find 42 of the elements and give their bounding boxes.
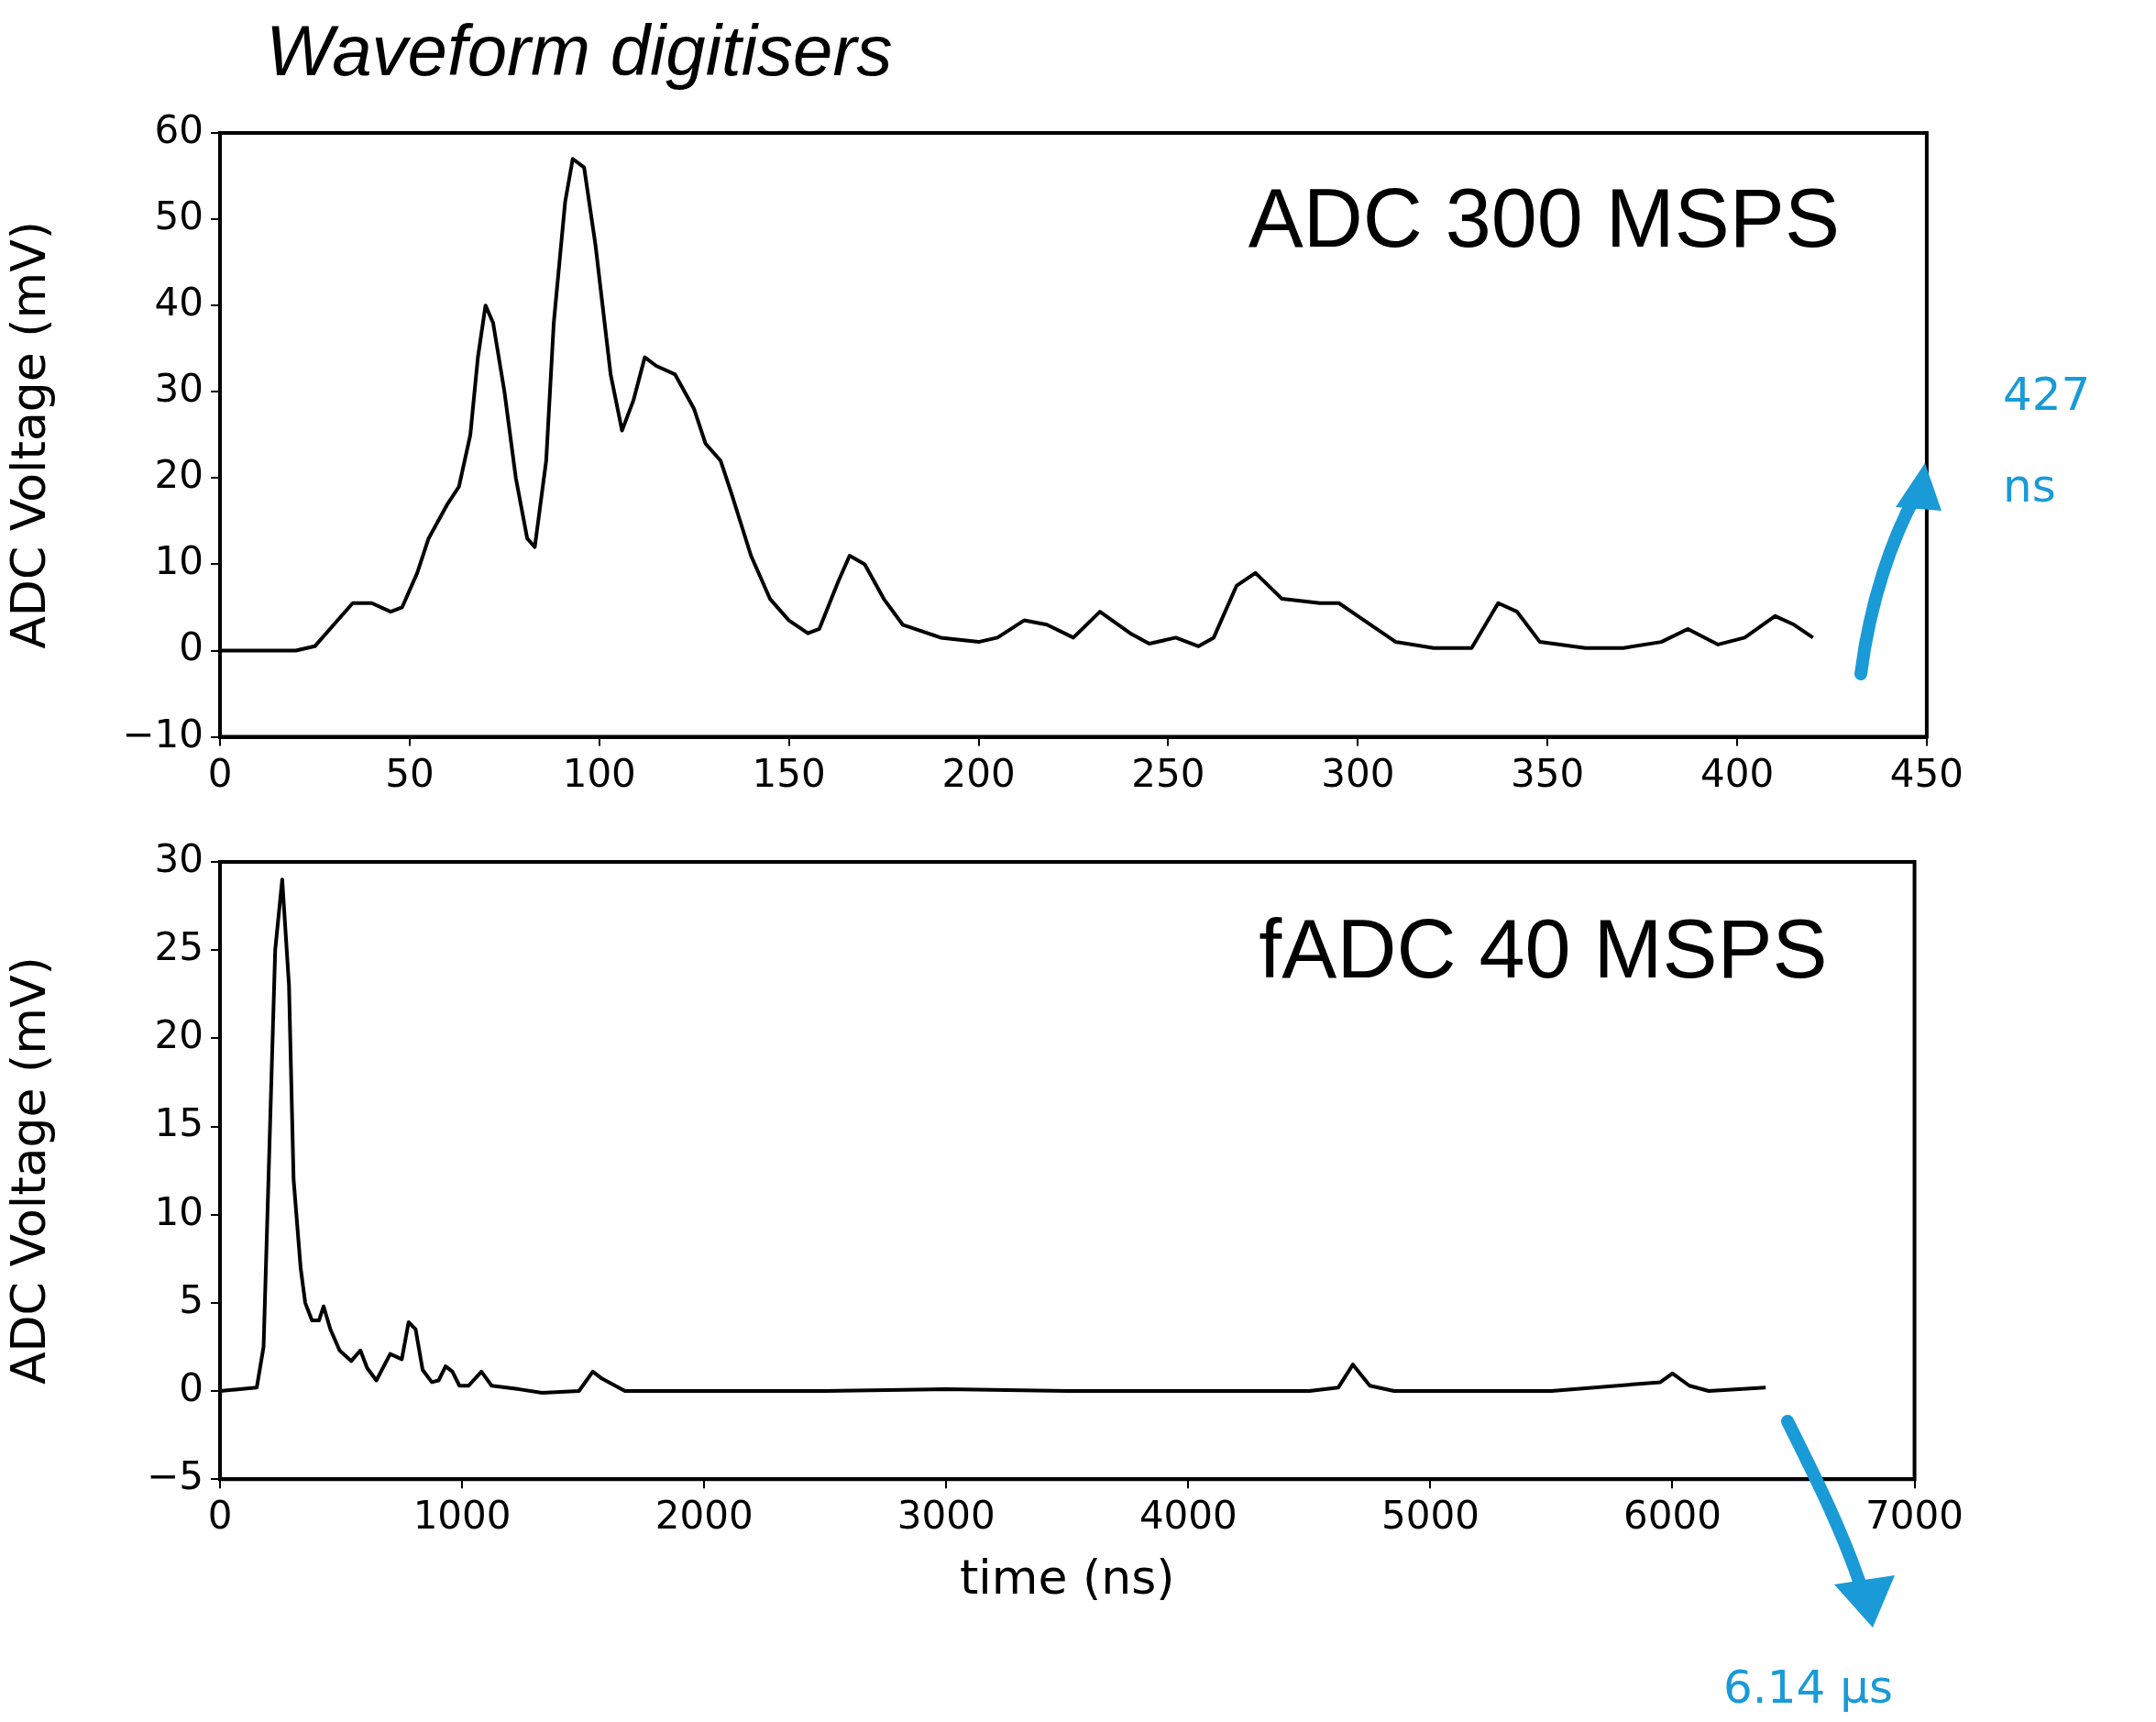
y-tick-label: 25	[154, 924, 204, 970]
y-tick-label: 30	[154, 366, 204, 412]
y-tick-label: 15	[154, 1100, 204, 1146]
y-tick-label: 60	[154, 106, 204, 152]
x-tick-label: 6000	[1623, 1493, 1722, 1539]
y-axis-title: ADC Voltage (mV)	[0, 220, 56, 649]
y-tick-label: 10	[154, 1188, 204, 1234]
y-tick-label: 50	[154, 193, 204, 238]
x-axis-title: time (ns)	[959, 1550, 1175, 1606]
y-axis-title: ADC Voltage (mV)	[0, 956, 56, 1385]
x-tick-label: 400	[1700, 750, 1775, 796]
text: 6.14 µs	[1723, 1660, 1895, 1716]
x-tick-label: 7000	[1865, 1493, 1964, 1539]
y-tick-label: 0	[179, 1364, 204, 1410]
x-tick-label: 3000	[896, 1493, 996, 1539]
y-tick-label: 0	[179, 624, 204, 670]
x-tick-label: 300	[1321, 750, 1395, 796]
x-tick-label: 250	[1131, 750, 1205, 796]
y-tick-label: −10	[122, 711, 204, 756]
x-tick-label: 0	[207, 750, 233, 796]
annotation: fADC 40 MSPS	[1259, 902, 1828, 995]
x-tick-label: 150	[752, 750, 826, 796]
text: 427 ns	[2003, 367, 2092, 514]
y-tick-label: 5	[179, 1276, 204, 1322]
x-tick-label: 450	[1889, 750, 1964, 796]
y-tick-label: 20	[154, 452, 204, 498]
x-tick-label: 5000	[1380, 1493, 1480, 1539]
x-tick-label: 50	[385, 750, 434, 796]
x-tick-label: 1000	[412, 1493, 512, 1539]
y-tick-label: 20	[154, 1012, 204, 1058]
x-tick-label: 0	[207, 1493, 233, 1539]
x-tick-label: 4000	[1138, 1493, 1238, 1539]
annotation: ADC 300 MSPS	[1248, 171, 1840, 264]
y-tick-label: 40	[154, 280, 204, 326]
y-tick-label: −5	[147, 1453, 204, 1499]
y-tick-label: 30	[154, 835, 204, 881]
x-tick-label: 350	[1511, 750, 1585, 796]
chart-title: Waveform digitisers	[266, 9, 893, 93]
x-tick-label: 2000	[654, 1493, 754, 1539]
x-tick-label: 100	[562, 750, 636, 796]
y-tick-label: 10	[154, 538, 204, 584]
x-tick-label: 200	[941, 750, 1016, 796]
